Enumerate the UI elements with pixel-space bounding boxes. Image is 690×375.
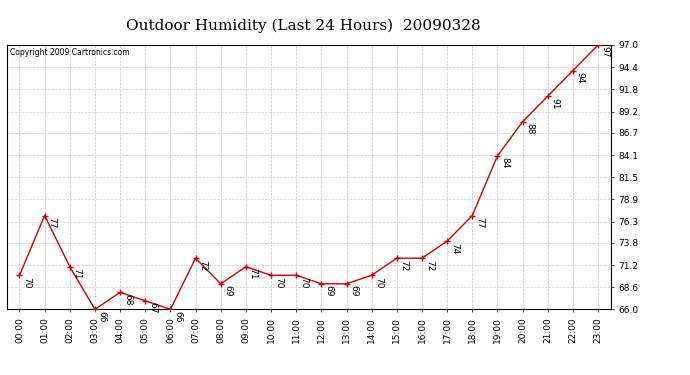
Text: 70: 70: [274, 277, 283, 288]
Text: 68: 68: [123, 294, 132, 305]
Text: 72: 72: [425, 260, 434, 271]
Text: 71: 71: [248, 268, 257, 280]
Text: 91: 91: [551, 98, 560, 109]
Text: 71: 71: [72, 268, 81, 280]
Text: 67: 67: [148, 302, 157, 314]
Text: 69: 69: [224, 285, 233, 297]
Text: 66: 66: [98, 311, 107, 322]
Text: 70: 70: [22, 277, 31, 288]
Text: 77: 77: [48, 217, 57, 228]
Text: 72: 72: [400, 260, 408, 271]
Text: 94: 94: [575, 72, 584, 83]
Text: Outdoor Humidity (Last 24 Hours)  20090328: Outdoor Humidity (Last 24 Hours) 2009032…: [126, 19, 481, 33]
Text: 70: 70: [375, 277, 384, 288]
Text: 97: 97: [601, 46, 610, 58]
Text: 66: 66: [173, 311, 182, 322]
Text: 69: 69: [324, 285, 333, 297]
Text: 74: 74: [450, 243, 459, 254]
Text: 70: 70: [299, 277, 308, 288]
Text: 69: 69: [349, 285, 358, 297]
Text: 84: 84: [500, 157, 509, 169]
Text: 77: 77: [475, 217, 484, 228]
Text: 72: 72: [198, 260, 208, 271]
Text: Copyright 2009 Cartronics.com: Copyright 2009 Cartronics.com: [10, 48, 130, 57]
Text: 88: 88: [525, 123, 534, 135]
